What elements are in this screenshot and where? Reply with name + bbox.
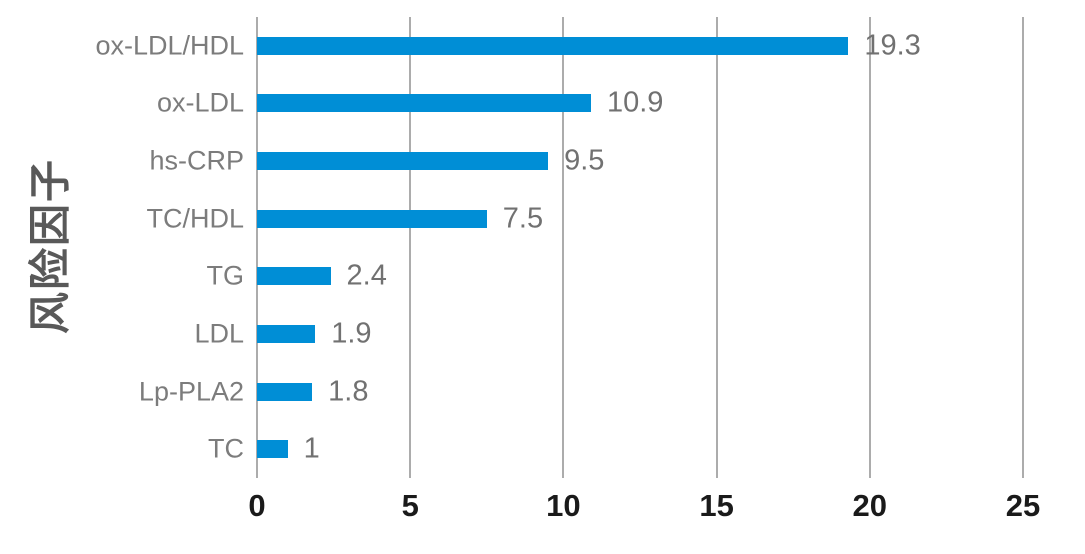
bar <box>257 382 313 401</box>
value-label: 2.4 <box>346 259 387 292</box>
x-tick-label: 25 <box>1005 488 1041 523</box>
bar-row: TG 2.4 <box>0 260 1085 292</box>
gridline <box>868 17 871 478</box>
value-label: 10.9 <box>606 86 664 119</box>
bar-row: TC 1 <box>0 433 1085 465</box>
bar <box>257 36 849 55</box>
bar <box>257 267 331 286</box>
bar <box>257 152 549 171</box>
category-label: TC <box>208 433 244 464</box>
x-tick-label: 20 <box>852 488 888 523</box>
category-label: Lp-PLA2 <box>138 376 244 407</box>
category-label: TG <box>206 260 245 291</box>
x-tick-label: 15 <box>699 488 734 523</box>
plot-area <box>256 17 1024 478</box>
bar <box>257 324 316 343</box>
bar <box>257 94 591 113</box>
bar-row: ox-LDL/HDL 19.3 <box>0 29 1085 61</box>
gridline <box>562 17 565 478</box>
bar <box>257 209 487 228</box>
bar-row: Lp-PLA2 1.8 <box>0 375 1085 407</box>
x-tick-label: 0 <box>248 488 266 523</box>
bar-row: TC/HDL 7.5 <box>0 202 1085 234</box>
bar-row: LDL 1.9 <box>0 317 1085 349</box>
gridline <box>256 17 258 478</box>
value-label: 7.5 <box>502 202 544 235</box>
value-label: 1.9 <box>331 317 372 350</box>
x-tick-label: 10 <box>546 488 581 523</box>
value-label: 1.8 <box>328 375 369 408</box>
category-label: TC/HDL <box>146 203 244 234</box>
gridline <box>715 17 718 478</box>
category-label: LDL <box>194 318 244 349</box>
value-label: 9.5 <box>564 144 605 177</box>
bar-row: ox-LDL 10.9 <box>0 87 1085 119</box>
y-axis-title: 风险因子 <box>26 157 74 335</box>
gridline <box>1022 17 1024 478</box>
value-label: 1 <box>303 432 320 465</box>
value-label: 19.3 <box>864 29 921 62</box>
gridline <box>409 17 412 478</box>
bar <box>257 440 288 459</box>
category-label: ox-LDL/HDL <box>95 30 244 61</box>
x-tick-label: 5 <box>401 488 419 523</box>
bar-row: hs-CRP 9.5 <box>0 145 1085 177</box>
category-label: ox-LDL <box>156 87 244 118</box>
category-label: hs-CRP <box>149 145 244 176</box>
